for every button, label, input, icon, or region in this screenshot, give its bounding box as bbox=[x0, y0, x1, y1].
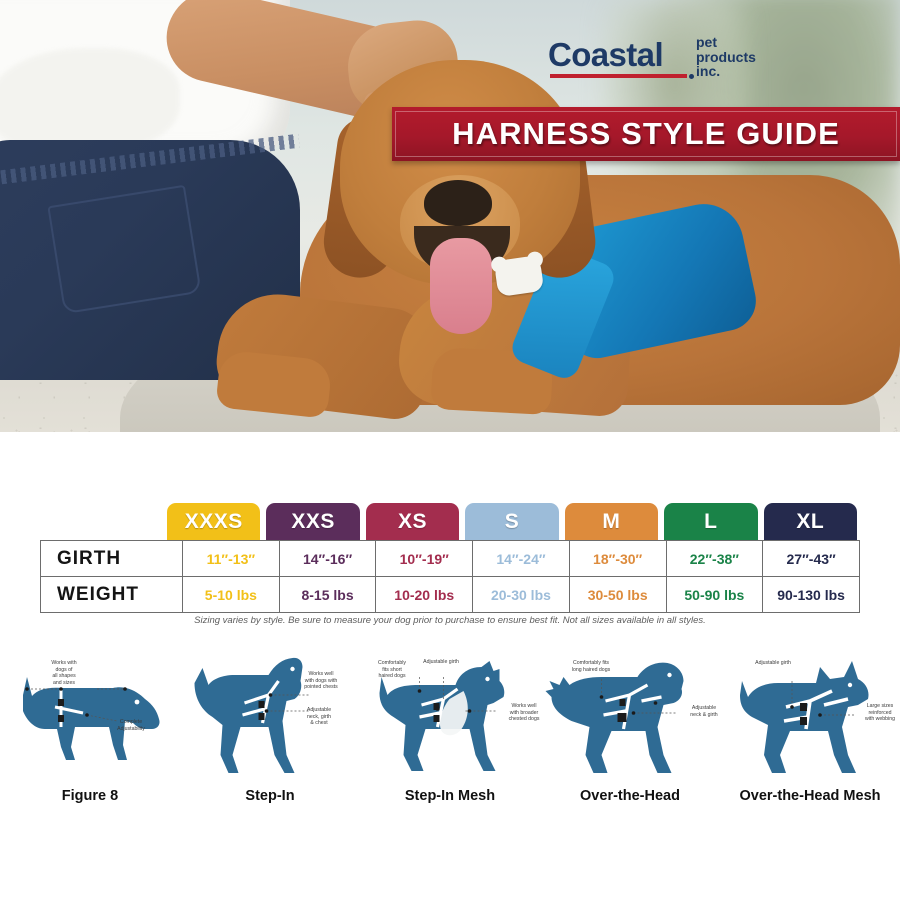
size-tab-xxxs[interactable]: XXXS bbox=[167, 503, 261, 540]
figure-4-callout-1: Large sizes reinforced with webbing bbox=[865, 703, 895, 723]
size-table: GIRTH 11″-13″ 14″-16″ 10″-19″ 14″-24″ 18″-30″… bbox=[40, 540, 860, 613]
cell-girth-xxs: 14″-16″ bbox=[278, 540, 377, 577]
figure-2-label: Step-In Mesh bbox=[404, 788, 496, 804]
logo-sub-inc: inc. bbox=[696, 63, 721, 79]
dog-tongue bbox=[430, 238, 492, 334]
cell-girth-xxxs: 11″-13″ bbox=[182, 540, 280, 577]
cell-weight-l: 50-90 lbs bbox=[665, 576, 764, 613]
cell-weight-s: 20-30 lbs bbox=[472, 576, 570, 613]
figure-0-callout-0: Works with dogs of all shapes and sizes bbox=[51, 660, 77, 686]
size-tab-xxs[interactable]: XXS bbox=[266, 503, 360, 540]
cell-girth-s: 14″-24″ bbox=[472, 540, 570, 577]
figure-2-callout-2: Works well with broader chested dogs bbox=[508, 703, 540, 723]
cell-girth-m: 18″-30″ bbox=[568, 540, 667, 577]
over-the-head-dog-silhouette bbox=[545, 662, 684, 773]
logo-sub-pet: pet bbox=[696, 34, 717, 50]
cell-weight-xxxs: 5-10 lbs bbox=[182, 576, 280, 613]
size-tab-row: XXXS XXS XS S M L XL bbox=[40, 503, 860, 540]
row-header-girth: GIRTH bbox=[40, 540, 183, 577]
logo-sub-products: products bbox=[696, 48, 756, 65]
size-tab-m[interactable]: M bbox=[564, 503, 659, 540]
figure-0-label: Figure 8 bbox=[61, 788, 119, 804]
harness-figure-2: Comfortably fits short haired dogs Adjus… bbox=[360, 655, 540, 815]
size-chart: XXXS XXS XS S M L XL GIRTH 11″-13″ 14″-16″ 10″-19… bbox=[40, 503, 860, 626]
cell-girth-xl: 27″-43″ bbox=[762, 540, 860, 577]
figure-0-callout-1: Complete Adjustability bbox=[117, 719, 145, 732]
figure-8-dog-silhouette bbox=[23, 677, 160, 760]
harness-figure-0: Works with dogs of all shapes and sizes … bbox=[0, 655, 180, 815]
hero-photo bbox=[0, 0, 900, 432]
harness-style-guide-banner: HARNESS STYLE GUIDE bbox=[392, 107, 900, 161]
figure-1-label: Step-In bbox=[245, 788, 295, 804]
logo-red-rule bbox=[550, 74, 687, 78]
table-row-girth: GIRTH 11″-13″ 14″-16″ 10″-19″ 14″-24″ 18″-30″… bbox=[40, 540, 860, 577]
figure-3-callout-1: Adjustable neck & girth bbox=[690, 705, 718, 718]
jeans-pocket bbox=[47, 184, 202, 315]
figure-4-label: Over-the-Head Mesh bbox=[739, 788, 881, 804]
harness-figure-1: Works well with dogs with pointed chests… bbox=[180, 655, 360, 815]
over-the-head-mesh-dog-silhouette bbox=[740, 661, 869, 773]
figure-3-callout-0: Comfortably fits long haired dogs bbox=[571, 660, 611, 673]
harness-figure-4: Adjustable girth Large sizes reinforced … bbox=[720, 655, 900, 815]
figure-4-callout-0: Adjustable girth bbox=[755, 660, 791, 666]
figure-2-callout-0: Comfortably fits short haired dogs bbox=[378, 660, 406, 680]
harness-figure-3: Comfortably fits long haired dogs Adjust… bbox=[540, 655, 720, 815]
step-in-dog-silhouette bbox=[194, 657, 311, 773]
sizing-disclaimer: Sizing varies by style. Be sure to measu… bbox=[194, 615, 706, 626]
figure-3-label: Over-the-Head bbox=[580, 788, 680, 804]
banner-inner-border bbox=[395, 111, 897, 157]
harness-style-figures: Works with dogs of all shapes and sizes … bbox=[0, 655, 900, 815]
cell-weight-xxs: 8-15 lbs bbox=[278, 576, 377, 613]
cell-weight-m: 30-50 lbs bbox=[568, 576, 667, 613]
size-tab-xl[interactable]: XL bbox=[763, 503, 857, 540]
logo-registered-dot bbox=[689, 74, 694, 79]
logo-subtext: pet products inc. bbox=[696, 35, 756, 79]
coastal-logo: Coastal pet products inc. bbox=[548, 35, 758, 92]
cell-girth-xs: 10″-19″ bbox=[375, 540, 474, 577]
logo-wordmark: Coastal bbox=[548, 36, 664, 73]
size-tab-xs[interactable]: XS bbox=[365, 503, 460, 540]
shirt-fold bbox=[0, 48, 180, 153]
cell-weight-xs: 10-20 lbs bbox=[375, 576, 474, 613]
cell-girth-l: 22″-38″ bbox=[665, 540, 764, 577]
dog-nose bbox=[424, 180, 492, 226]
table-row-weight: WEIGHT 5-10 lbs 8-15 lbs 10-20 lbs 20-30 lbs… bbox=[40, 576, 860, 613]
row-header-weight: WEIGHT bbox=[40, 576, 183, 613]
size-tab-s[interactable]: S bbox=[465, 503, 559, 540]
figure-2-callout-1: Adjustable girth bbox=[423, 659, 459, 665]
figure-1-callout-1: Adjustable neck, girth & chest bbox=[306, 707, 332, 727]
page-title: HARNESS STYLE GUIDE bbox=[452, 116, 840, 151]
dog-bone-tag bbox=[493, 254, 545, 298]
cell-weight-xl: 90-130 lbs bbox=[762, 576, 860, 613]
step-in-mesh-dog-silhouette bbox=[379, 661, 505, 771]
figure-1-callout-0: Works well with dogs with pointed chests bbox=[304, 671, 338, 691]
size-tab-l[interactable]: L bbox=[664, 503, 758, 540]
